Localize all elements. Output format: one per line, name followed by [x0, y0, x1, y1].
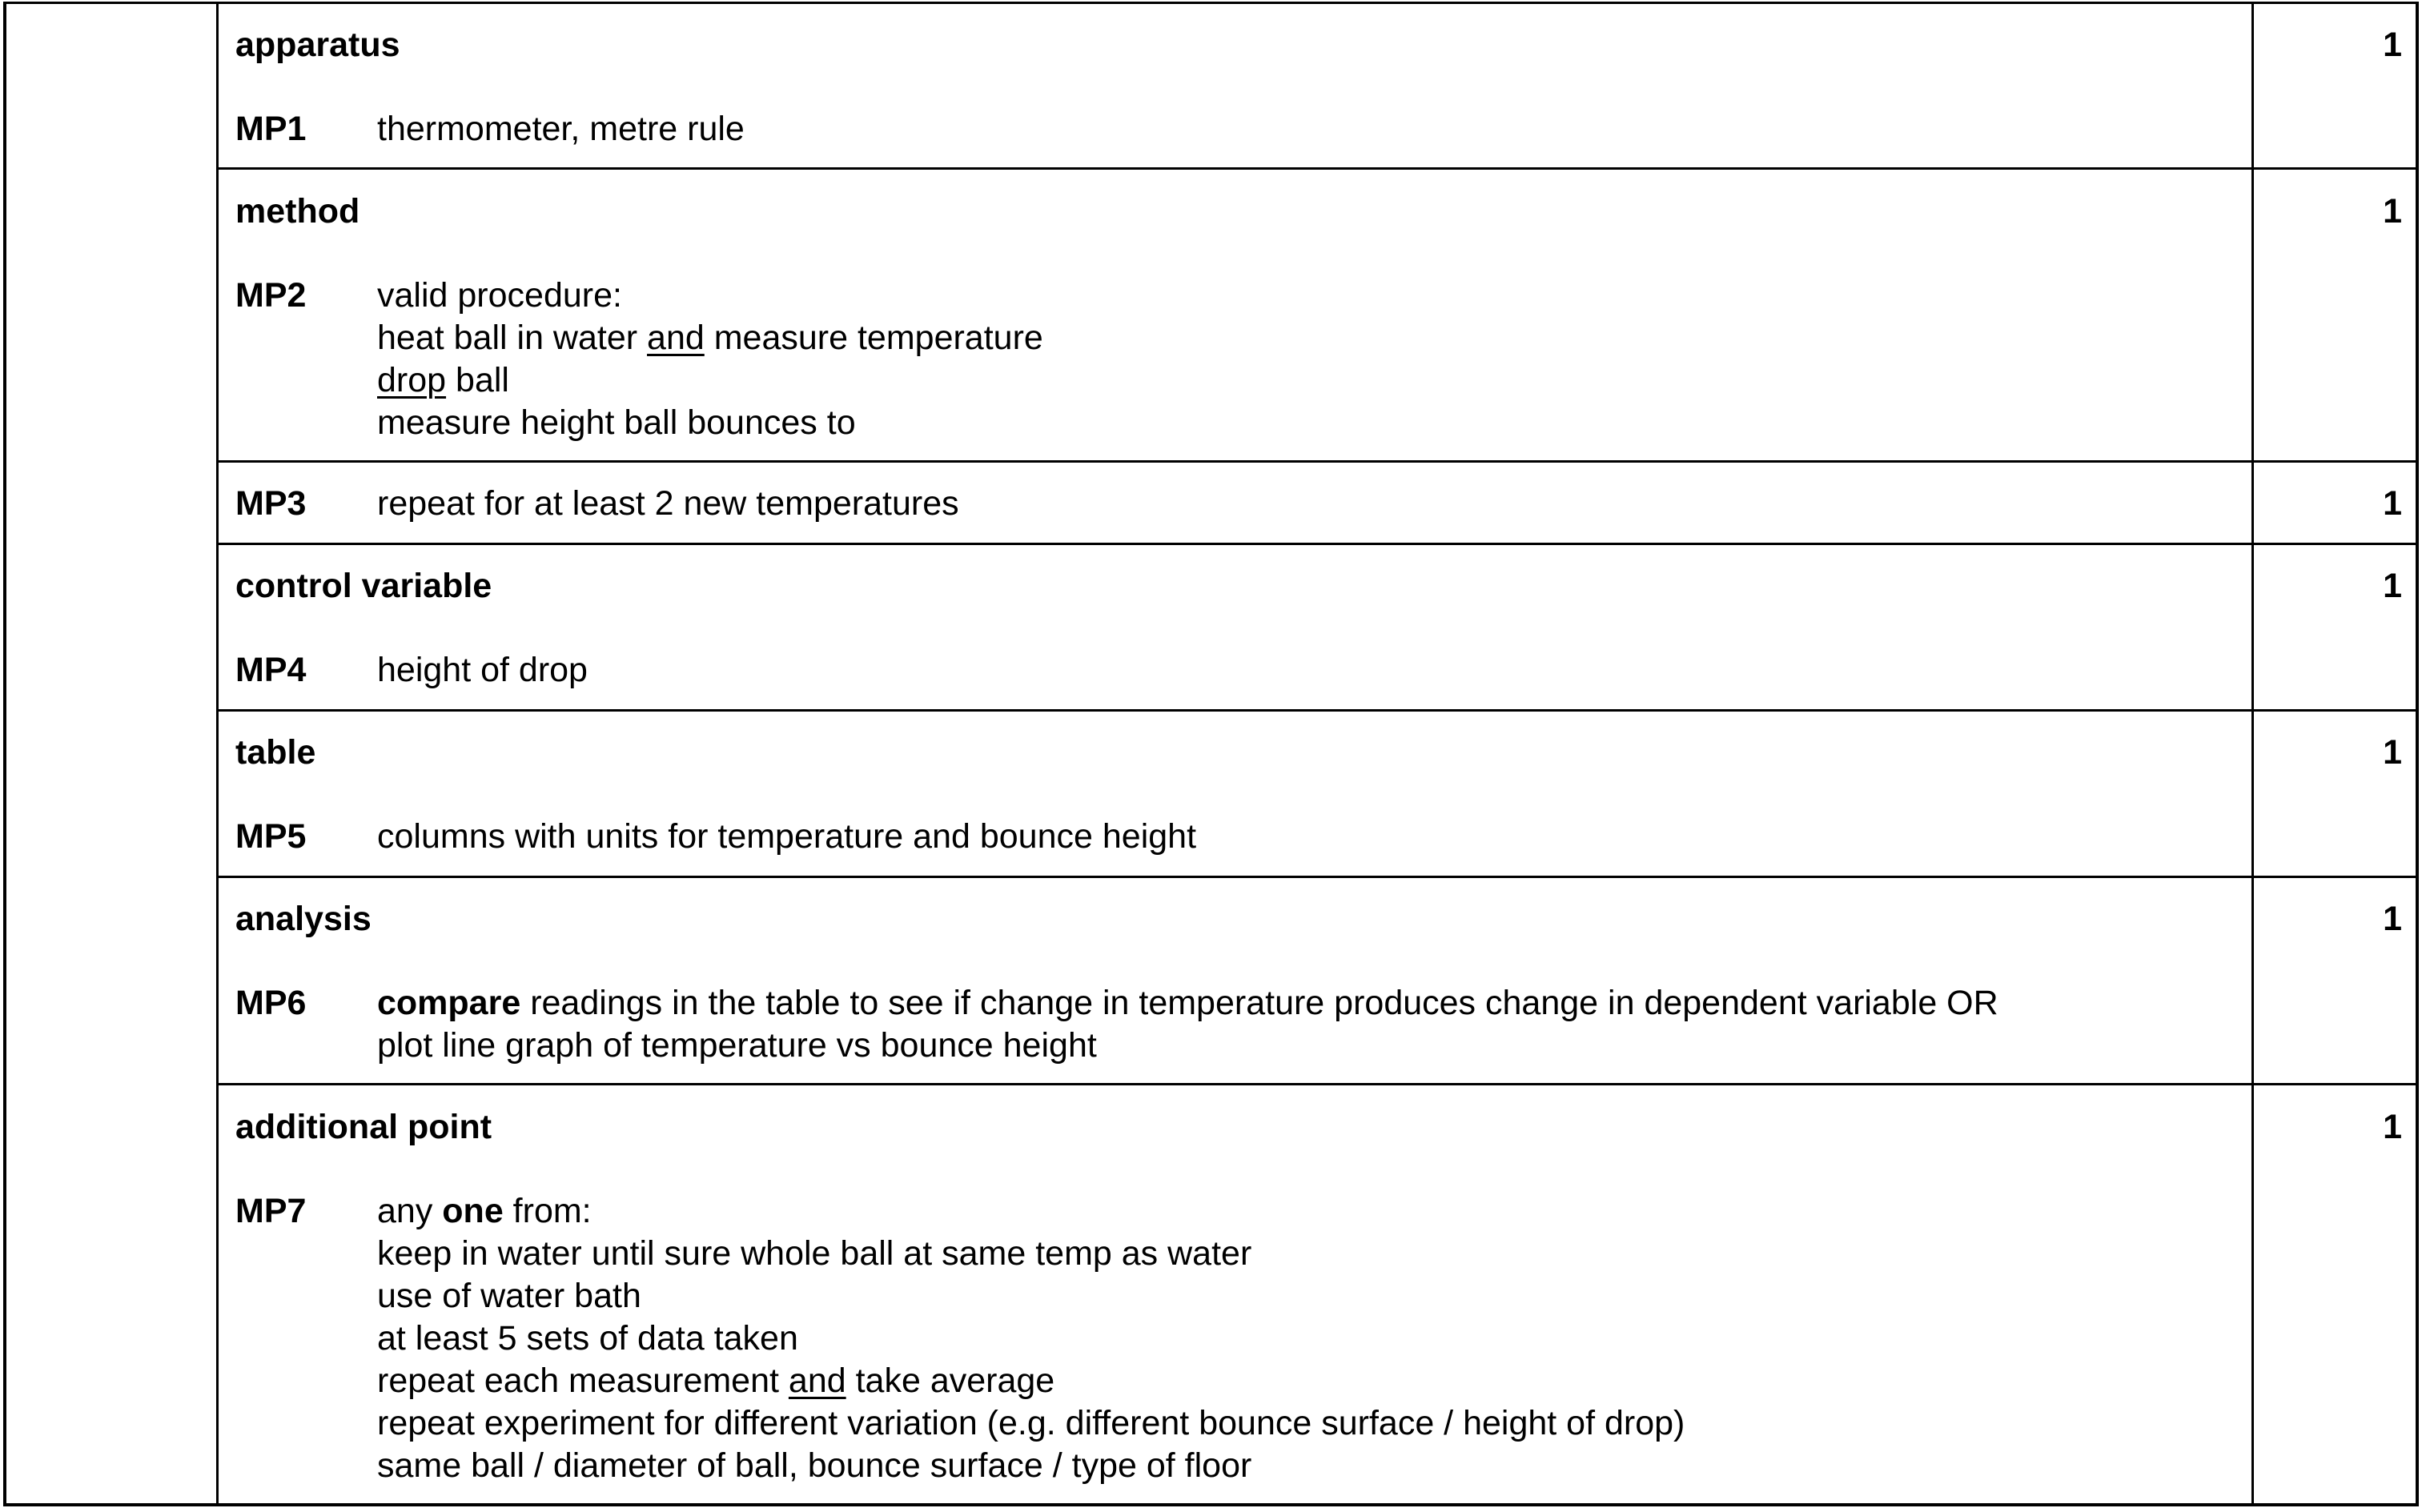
- mp-label: MP5: [235, 817, 307, 856]
- column-divider-marks: [2251, 2, 2254, 1506]
- text-run: ball: [446, 361, 509, 399]
- mp-label: MP1: [235, 110, 307, 148]
- section-heading-additional-point: additional point: [235, 1108, 492, 1146]
- mp-label: MP4: [235, 651, 307, 689]
- underlined-word: drop: [377, 361, 447, 399]
- section-heading-table: table: [235, 733, 316, 772]
- text-line: use of water bath: [377, 1277, 641, 1315]
- mp-description: repeat for at least 2 new temperatures: [377, 483, 959, 525]
- text-line: thermometer, metre rule: [377, 110, 745, 148]
- row-divider: [217, 1083, 2419, 1085]
- text-line: at least 5 sets of data taken: [377, 1319, 798, 1358]
- mp-description: any one from: keep in water until sure w…: [377, 1190, 1685, 1487]
- text-line: height of drop: [377, 651, 588, 689]
- text-line: repeat for at least 2 new temperatures: [377, 484, 959, 523]
- row-divider: [217, 460, 2419, 463]
- row-divider: [217, 543, 2419, 545]
- mark-value: 1: [2383, 26, 2402, 64]
- section-heading-analysis: analysis: [235, 900, 372, 938]
- text-line: keep in water until sure whole ball at s…: [377, 1234, 1252, 1273]
- column-divider-left: [216, 2, 219, 1506]
- row-divider: [217, 167, 2419, 170]
- bold-word: compare: [377, 984, 521, 1022]
- mp-description: columns with units for temperature and b…: [377, 816, 1196, 858]
- text-line: columns with units for temperature and b…: [377, 817, 1197, 856]
- mp-label: MP2: [235, 276, 307, 315]
- mark-value: 1: [2383, 567, 2402, 605]
- text-line: measure height ball bounces to: [377, 403, 856, 442]
- mp-description: valid procedure: heat ball in water and …: [377, 275, 1043, 444]
- mp-description: height of drop: [377, 649, 588, 692]
- text-line: drop ball: [377, 359, 1043, 402]
- row-divider: [217, 709, 2419, 712]
- mp-description: thermometer, metre rule: [377, 108, 745, 150]
- row-divider: [217, 876, 2419, 878]
- text-run: measure temperature: [704, 319, 1043, 357]
- text-line: valid procedure:: [377, 276, 622, 315]
- text-line: plot line graph of temperature vs bounce…: [377, 1026, 1097, 1065]
- text-run: repeat each measurement: [377, 1362, 789, 1400]
- text-run: any: [377, 1192, 443, 1230]
- mark-value: 1: [2383, 192, 2402, 231]
- mp-description: compare readings in the table to see if …: [377, 982, 1998, 1067]
- underlined-word: and: [788, 1362, 846, 1400]
- mark-value: 1: [2383, 900, 2402, 938]
- text-run: readings in the table to see if change i…: [520, 984, 1998, 1022]
- section-heading-method: method: [235, 192, 360, 231]
- text-run: take average: [845, 1362, 1055, 1400]
- text-line: any one from:: [377, 1190, 1685, 1233]
- text-line: repeat experiment for different variatio…: [377, 1404, 1685, 1442]
- text-line: heat ball in water and measure temperatu…: [377, 317, 1043, 359]
- mp-label: MP7: [235, 1192, 307, 1230]
- table-border: [3, 2, 2419, 1506]
- mp-label: MP3: [235, 484, 307, 523]
- section-heading-control-variable: control variable: [235, 567, 492, 605]
- text-run: heat ball in water: [377, 319, 648, 357]
- text-line: repeat each measurement and take average: [377, 1360, 1685, 1402]
- mark-value: 1: [2383, 733, 2402, 772]
- underlined-word: and: [647, 319, 705, 357]
- text-line: same ball / diameter of ball, bounce sur…: [377, 1446, 1252, 1485]
- mark-value: 1: [2383, 484, 2402, 523]
- section-heading-apparatus: apparatus: [235, 26, 400, 64]
- mp-label: MP6: [235, 984, 307, 1022]
- text-line: compare readings in the table to see if …: [377, 982, 1998, 1025]
- text-run: from:: [503, 1192, 592, 1230]
- bold-word: one: [442, 1192, 504, 1230]
- mark-value: 1: [2383, 1108, 2402, 1146]
